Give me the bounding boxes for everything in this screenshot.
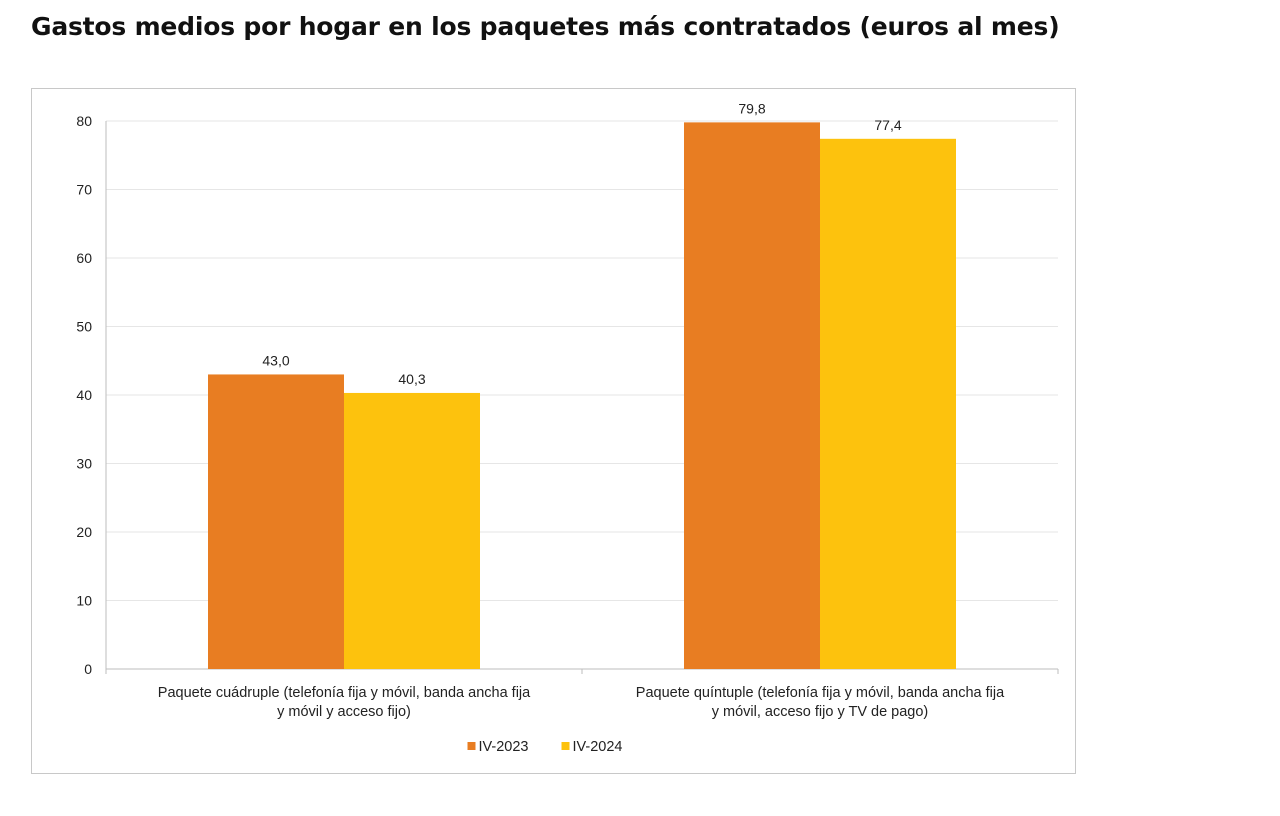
y-tick-label: 60 bbox=[76, 250, 92, 266]
y-tick-label: 10 bbox=[76, 593, 92, 609]
y-tick-label: 20 bbox=[76, 524, 92, 540]
data-label: 79,8 bbox=[738, 100, 765, 116]
legend-label: IV-2024 bbox=[573, 739, 623, 755]
legend: IV-2023 IV-2024 bbox=[467, 739, 623, 755]
bar-chart: 0 10 20 30 40 50 60 70 80 43,0 40,3 79,8 77,4 Paque… bbox=[76, 100, 1059, 755]
y-tick-label: 80 bbox=[76, 113, 92, 129]
bar bbox=[820, 138, 956, 669]
data-label: 43,0 bbox=[262, 352, 289, 368]
data-labels: 43,0 40,3 79,8 77,4 bbox=[262, 100, 901, 387]
category-label: Paquete cuádruple (telefonía fija y móvi… bbox=[158, 685, 531, 701]
legend-swatch bbox=[561, 742, 570, 750]
y-tick-label: 0 bbox=[84, 661, 92, 677]
y-tick-labels: 0 10 20 30 40 50 60 70 80 bbox=[76, 113, 92, 677]
bars bbox=[208, 122, 956, 669]
y-tick-label: 30 bbox=[76, 456, 92, 472]
category-labels: Paquete cuádruple (telefonía fija y móvi… bbox=[158, 685, 1005, 720]
category-label: y móvil, acceso fijo y TV de pago) bbox=[712, 704, 929, 720]
bar bbox=[344, 392, 480, 669]
y-tick-label: 50 bbox=[76, 319, 92, 335]
bar bbox=[208, 374, 344, 669]
y-tick-label: 40 bbox=[76, 387, 92, 403]
data-label: 77,4 bbox=[874, 117, 901, 133]
bar bbox=[684, 122, 820, 669]
category-label: y móvil y acceso fijo) bbox=[277, 704, 411, 720]
data-label: 40,3 bbox=[398, 371, 425, 387]
y-tick-label: 70 bbox=[76, 182, 92, 198]
legend-swatch bbox=[467, 742, 476, 750]
category-label: Paquete quíntuple (telefonía fija y móvi… bbox=[636, 685, 1005, 701]
legend-label: IV-2023 bbox=[479, 739, 529, 755]
page-title: Gastos medios por hogar en los paquetes … bbox=[31, 12, 1060, 41]
chart-frame: 0 10 20 30 40 50 60 70 80 43,0 40,3 79,8 77,4 Paque… bbox=[31, 88, 1076, 774]
